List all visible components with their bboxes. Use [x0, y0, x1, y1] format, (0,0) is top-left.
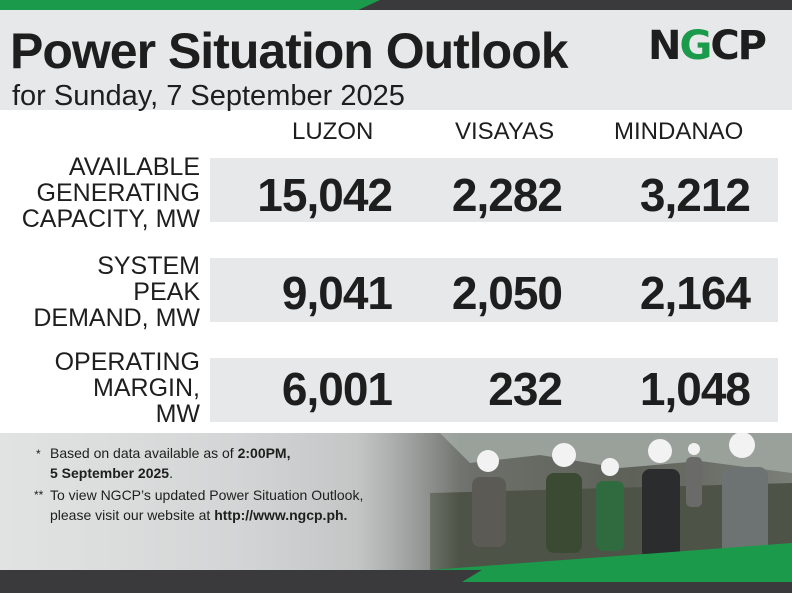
- row-band-margin: [210, 358, 778, 422]
- website-link[interactable]: http://www.ngcp.ph.: [214, 507, 348, 523]
- row-label-demand: SYSTEM PEAK DEMAND, MW: [10, 253, 200, 331]
- row-label-line: AVAILABLE: [68, 153, 200, 181]
- note-2-line-2: please visit our website at http://www.n…: [50, 505, 347, 525]
- note-1-line-2: 5 September 2025.: [50, 463, 173, 483]
- row-label-line: CAPACITY, MW: [21, 205, 200, 233]
- header: Power Situation Outlook for Sunday, 7 Se…: [0, 10, 792, 112]
- note-1-marker: *: [36, 447, 41, 461]
- page-title: Power Situation Outlook: [10, 23, 569, 79]
- note-text: please visit our website at: [50, 507, 215, 523]
- value-margin-mindanao: 1,048: [639, 363, 751, 415]
- value-demand-mindanao: 2,164: [639, 267, 751, 319]
- page-subtitle: for Sunday, 7 September 2025: [12, 80, 405, 112]
- value-demand-visayas: 2,050: [451, 267, 563, 319]
- row-band-demand: [210, 258, 778, 322]
- note-1-line-1: Based on data available as of 2:00PM,: [50, 443, 291, 463]
- row-label-line: DEMAND, MW: [33, 304, 200, 332]
- row-label-line: MW: [155, 400, 200, 428]
- footer-photo: * Based on data available as of 2:00PM, …: [0, 433, 792, 570]
- value-margin-visayas: 232: [488, 363, 563, 415]
- logo-wordmark: NGCP: [648, 23, 767, 69]
- row-label-line: GENERATING: [36, 179, 200, 207]
- note-time: 2:00PM,: [237, 445, 291, 461]
- value-margin-luzon: 6,001: [281, 363, 393, 415]
- ngcp-logo: NGCP: [648, 26, 780, 70]
- bottom-green-stripe: [462, 570, 792, 582]
- row-label-line: SYSTEM: [97, 252, 200, 280]
- row-label-line: OPERATING: [54, 348, 200, 376]
- value-demand-luzon: 9,041: [281, 267, 393, 319]
- row-label-margin: OPERATING MARGIN, MW: [10, 349, 200, 427]
- column-header-visayas: VISAYAS: [455, 118, 555, 145]
- note-text: Based on data available as of: [50, 445, 238, 461]
- column-header-mindanao: MINDANAO: [614, 118, 744, 145]
- note-date: 5 September 2025: [50, 465, 170, 481]
- row-label-line: MARGIN,: [93, 374, 200, 402]
- row-label-line: PEAK: [133, 278, 200, 306]
- note-2-line-1: To view NGCP’s updated Power Situation O…: [50, 487, 364, 503]
- field-crew-illustration: [0, 433, 792, 570]
- value-capacity-visayas: 2,282: [451, 169, 563, 221]
- column-header-luzon: LUZON: [292, 118, 374, 145]
- row-label-capacity: AVAILABLE GENERATING CAPACITY, MW: [10, 154, 200, 232]
- bottom-bar: [0, 570, 792, 593]
- value-capacity-mindanao: 3,212: [639, 169, 751, 221]
- value-capacity-luzon: 15,042: [257, 169, 393, 221]
- top-bar: [0, 0, 792, 14]
- row-band-capacity: [210, 158, 778, 222]
- note-2-marker: **: [34, 488, 44, 502]
- note-text: .: [169, 465, 173, 481]
